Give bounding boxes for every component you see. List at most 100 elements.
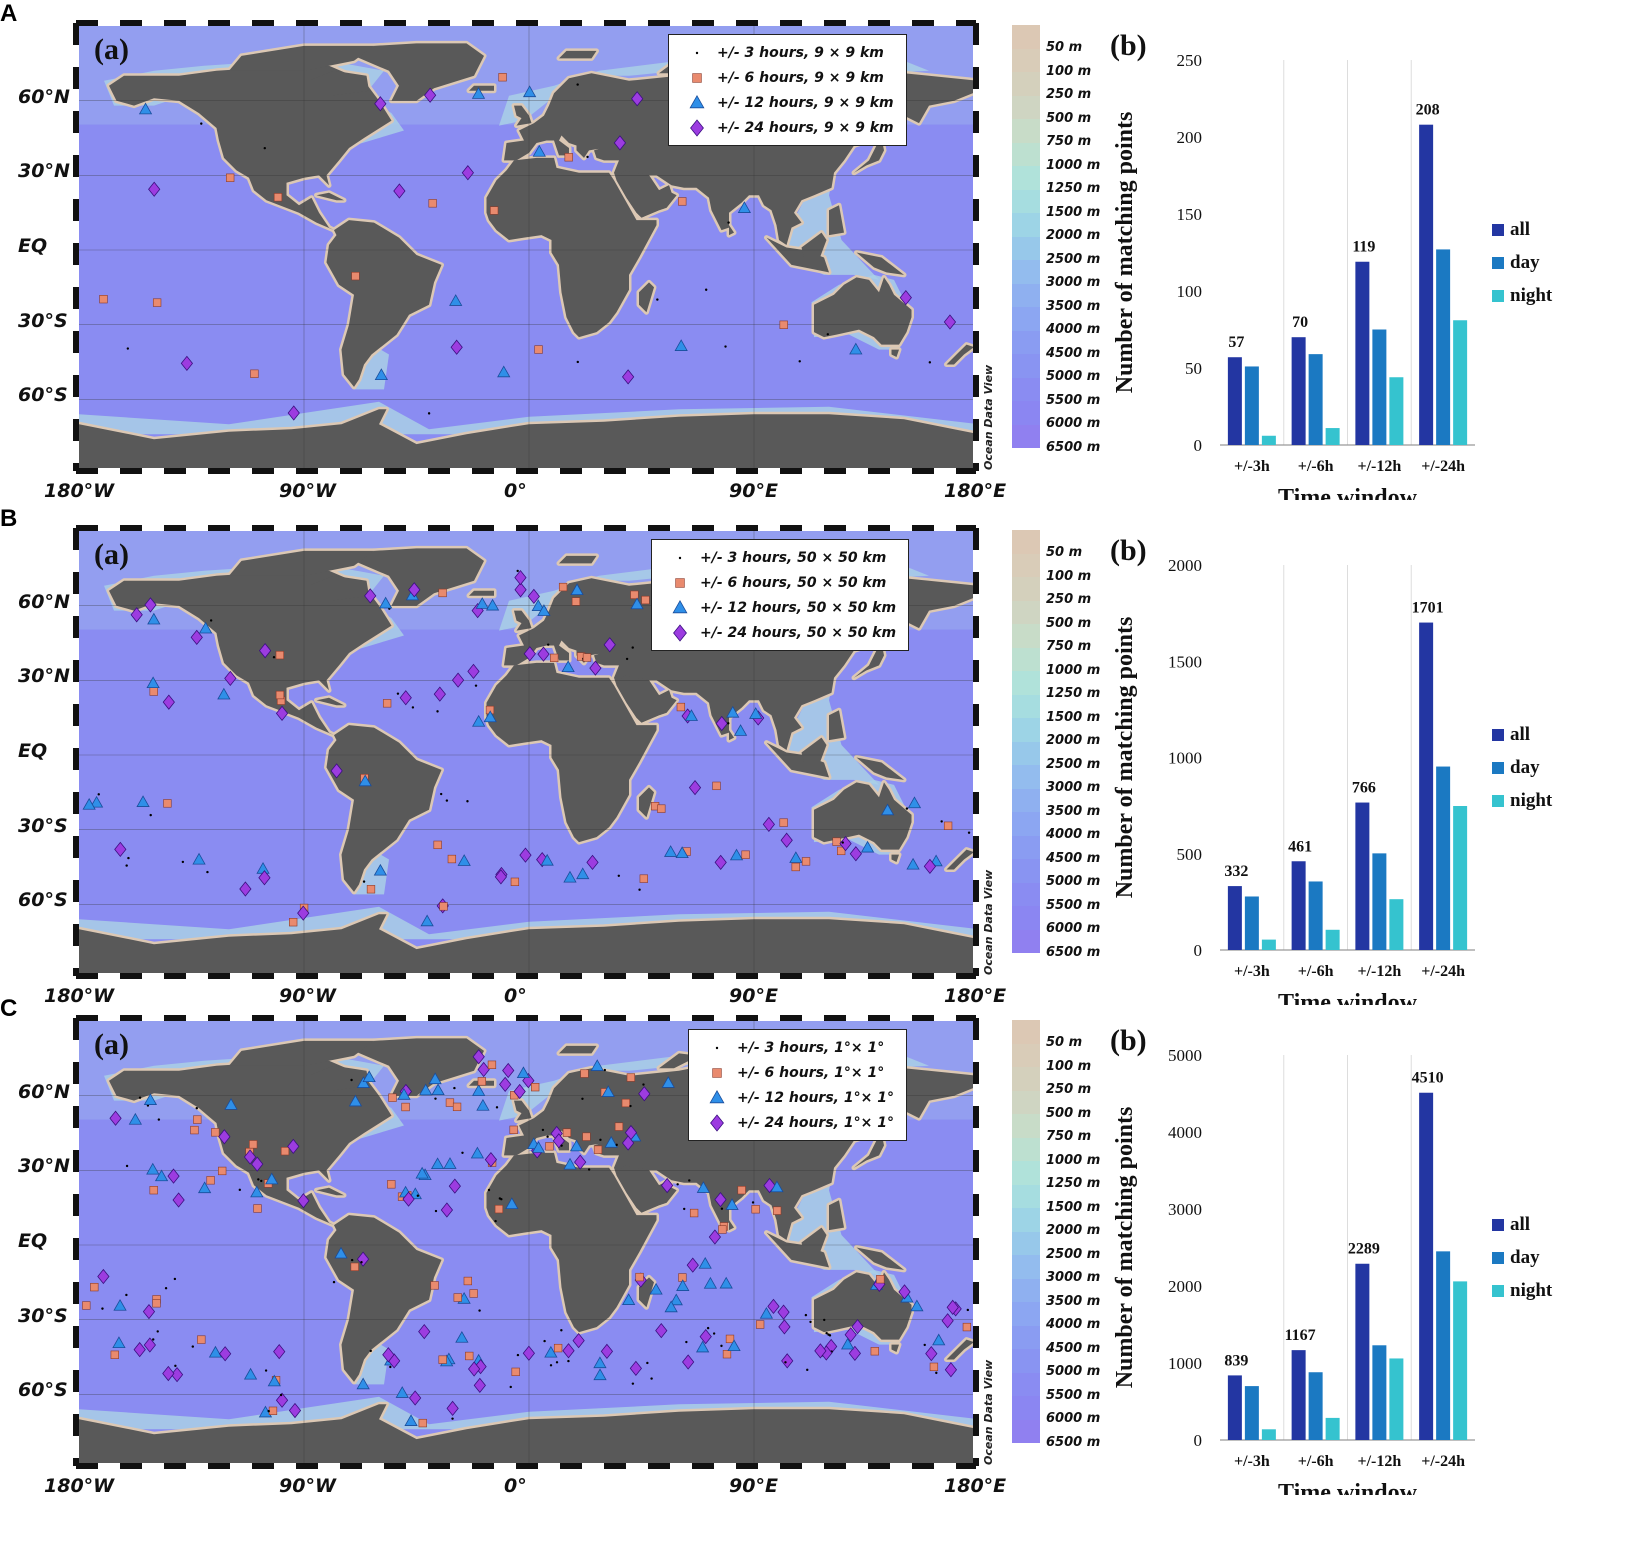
match-point — [907, 796, 922, 809]
match-point — [630, 590, 639, 599]
match-point — [516, 569, 519, 573]
match-point — [516, 1066, 531, 1079]
match-point — [431, 1083, 445, 1096]
legend-swatch — [1492, 257, 1504, 269]
bar-all — [1355, 261, 1370, 445]
legend-row: +/- 3 hours, 1°× 1° — [697, 1035, 894, 1060]
match-point — [943, 821, 953, 830]
match-point — [600, 1343, 614, 1359]
legend-label: +/- 6 hours, 50 × 50 km — [700, 574, 887, 591]
match-point — [837, 846, 846, 856]
land-borneo — [801, 737, 827, 765]
match-point — [142, 1303, 156, 1320]
depth-label: 250 m — [1046, 592, 1092, 607]
legend-row: +/- 6 hours, 50 × 50 km — [660, 570, 896, 595]
legend-swatch — [1492, 795, 1504, 807]
lon-label: 180°W — [44, 480, 115, 502]
match-point — [163, 799, 172, 808]
match-point — [593, 1356, 607, 1369]
match-point — [719, 1276, 733, 1289]
panel-letter: A — [0, 0, 18, 27]
match-point — [113, 1298, 127, 1311]
match-point — [477, 1077, 487, 1086]
y-tick-label: 500 — [1177, 845, 1203, 864]
match-point — [416, 1194, 420, 1197]
match-point — [699, 1328, 712, 1345]
map-border — [973, 1018, 979, 1466]
match-point — [143, 1093, 158, 1105]
match-point — [733, 724, 748, 736]
depth-label: 1000 m — [1046, 1152, 1101, 1168]
match-point — [332, 1280, 336, 1284]
match-point — [657, 804, 666, 813]
lon-label: 90°W — [279, 480, 336, 502]
match-point — [541, 1128, 545, 1132]
x-tick-label: +/-3h — [1234, 458, 1270, 475]
depth-label: 750 m — [1046, 134, 1092, 149]
match-point — [661, 1177, 674, 1194]
match-point — [374, 96, 387, 112]
match-point — [678, 197, 687, 206]
match-point — [97, 1268, 110, 1285]
match-point — [727, 1339, 741, 1352]
map-border — [973, 23, 979, 471]
match-point — [839, 835, 852, 852]
match-point — [689, 1208, 699, 1218]
match-point — [560, 1329, 563, 1332]
match-point — [219, 1346, 232, 1362]
match-point — [218, 1129, 231, 1145]
match-point — [777, 1304, 790, 1320]
depth-label: 1000 m — [1046, 662, 1101, 678]
x-tick-label: +/-3h — [1234, 1453, 1270, 1470]
land-tasmania — [891, 349, 899, 357]
land-japan — [854, 138, 884, 173]
odv-watermark: Ocean Data View — [982, 1359, 995, 1465]
match-point — [555, 1361, 559, 1364]
land-srilanka — [729, 1220, 734, 1231]
depth-colorbar — [1012, 25, 1040, 448]
y-tick-label: 1000 — [1168, 1354, 1202, 1373]
match-point — [288, 1402, 302, 1419]
match-point — [562, 1343, 575, 1359]
match-point — [593, 1145, 603, 1154]
match-point — [453, 1293, 462, 1302]
land-southAmerica — [326, 220, 442, 387]
bar-all — [1291, 1350, 1306, 1440]
match-point — [682, 1354, 695, 1370]
match-point — [250, 1185, 264, 1198]
legend-label: night — [1510, 285, 1553, 306]
lon-label: 180°E — [944, 1475, 1007, 1497]
colorbar-cell — [1012, 354, 1040, 378]
match-point — [683, 1207, 686, 1211]
colorbar-cell — [1012, 812, 1040, 836]
match-point — [498, 73, 507, 82]
match-point — [688, 1179, 691, 1182]
match-point — [433, 840, 442, 850]
lat-label: 30°S — [18, 1304, 68, 1327]
colorbar-cell — [1012, 1114, 1040, 1138]
lat-label: 60°S — [18, 889, 68, 912]
match-point — [572, 1332, 585, 1349]
y-tick-label: 0 — [1194, 1431, 1203, 1450]
match-point — [156, 1330, 159, 1333]
match-point — [614, 1122, 624, 1131]
match-point — [798, 360, 801, 363]
match-point — [461, 1151, 464, 1154]
legend-row: +/- 3 hours, 9 × 9 km — [677, 40, 894, 65]
land-cuba — [316, 192, 344, 201]
match-point — [567, 1359, 570, 1363]
match-point — [586, 854, 599, 871]
match-point — [439, 792, 443, 796]
depth-label: 6000 m — [1046, 921, 1101, 936]
match-point — [576, 360, 579, 364]
land-uk — [514, 610, 532, 631]
match-point — [453, 1086, 456, 1090]
match-point — [613, 135, 627, 151]
match-point — [935, 1371, 938, 1375]
match-point — [642, 1083, 645, 1086]
match-point — [263, 146, 266, 150]
depth-label: 5000 m — [1046, 369, 1101, 384]
depth-label: 2000 m — [1046, 733, 1101, 748]
match-point — [427, 412, 431, 415]
match-point — [876, 1275, 885, 1284]
